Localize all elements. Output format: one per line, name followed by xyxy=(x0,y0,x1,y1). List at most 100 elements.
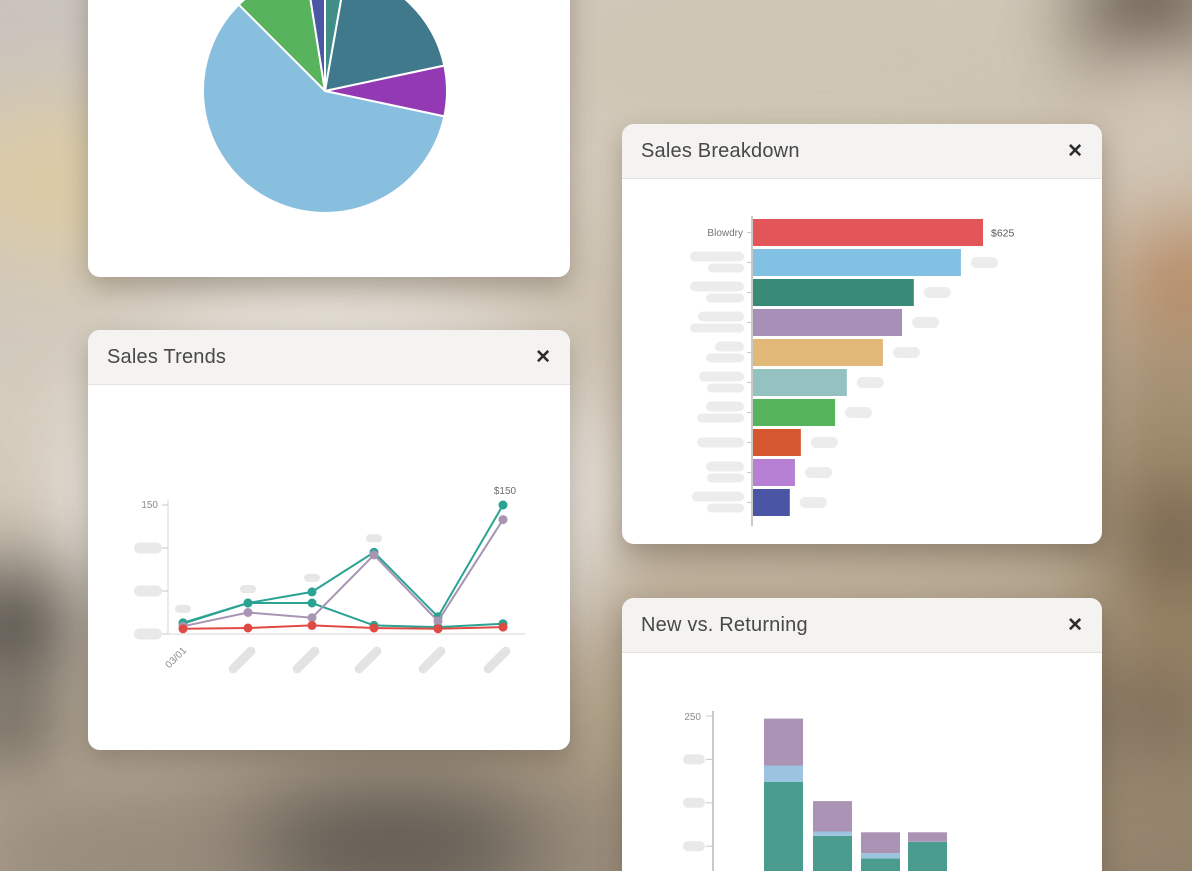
red-series-point[interactable] xyxy=(243,623,253,633)
placeholder-pill xyxy=(683,841,705,852)
x-label-placeholder xyxy=(228,646,256,674)
bar[interactable] xyxy=(753,369,847,396)
purple-series-point[interactable] xyxy=(307,613,317,623)
middle-blue-segment[interactable] xyxy=(813,831,852,836)
placeholder-pill xyxy=(706,401,744,412)
placeholder-pill xyxy=(683,754,705,765)
bar-category-label: Blowdry xyxy=(707,228,743,239)
teal-series-a-point[interactable] xyxy=(307,587,317,597)
placeholder-pill xyxy=(240,585,256,594)
red-series-point[interactable] xyxy=(433,624,443,634)
placeholder-pill xyxy=(715,341,744,352)
teal-series-b-point[interactable] xyxy=(243,598,253,608)
placeholder-pill xyxy=(706,461,744,472)
middle-blue-segment[interactable] xyxy=(764,765,803,783)
red-series-point[interactable] xyxy=(369,623,379,633)
red-series-point[interactable] xyxy=(178,624,188,634)
bar[interactable] xyxy=(753,339,883,366)
placeholder-pill xyxy=(418,646,446,674)
card-title: New vs. Returning xyxy=(641,613,808,636)
y-tick-label: 250 xyxy=(684,712,701,723)
top-purple-segment[interactable] xyxy=(764,718,803,766)
x-label-placeholder xyxy=(354,646,382,674)
purple-series-line xyxy=(182,519,504,628)
bar[interactable] xyxy=(753,399,836,426)
placeholder-pill xyxy=(810,437,838,448)
placeholder-pill xyxy=(708,263,744,273)
x-label-placeholder xyxy=(418,646,446,674)
placeholder-pill xyxy=(304,573,320,582)
bar[interactable] xyxy=(753,219,983,246)
sales-breakdown-header: Sales Breakdown ✕ xyxy=(622,124,1102,179)
red-series-point[interactable] xyxy=(307,620,317,630)
placeholder-pill xyxy=(892,347,920,358)
placeholder-pill xyxy=(856,377,884,388)
placeholder-pill xyxy=(912,317,940,328)
placeholder-pill xyxy=(698,311,744,322)
top-purple-segment[interactable] xyxy=(908,832,947,842)
placeholder-pill xyxy=(799,497,827,508)
point-value-label: $150 xyxy=(494,486,517,497)
placeholder-pill xyxy=(923,287,951,298)
pie-chart[interactable] xyxy=(88,0,570,277)
sales-trends-chart[interactable]: 150 03/01 $150 xyxy=(88,385,570,750)
pie-slice[interactable] xyxy=(306,0,326,92)
close-icon[interactable]: ✕ xyxy=(1067,140,1083,162)
background-blob xyxy=(250,790,540,871)
placeholder-pill xyxy=(292,646,320,674)
placeholder-pill xyxy=(699,371,744,382)
bar[interactable] xyxy=(753,459,795,486)
red-series-point[interactable] xyxy=(498,622,508,632)
placeholder-pill xyxy=(706,293,744,303)
sales-breakdown-chart[interactable]: Blowdry $625 xyxy=(622,179,1102,544)
bottom-teal-segment[interactable] xyxy=(861,858,900,871)
placeholder-pill xyxy=(690,251,744,262)
placeholder-pill xyxy=(228,646,256,674)
bar[interactable] xyxy=(753,309,903,336)
bar[interactable] xyxy=(753,279,914,306)
placeholder-pill xyxy=(175,604,191,613)
placeholder-pill xyxy=(707,383,744,393)
placeholder-pill xyxy=(697,413,744,423)
placeholder-pill xyxy=(706,353,744,363)
new-vs-returning-header: New vs. Returning ✕ xyxy=(622,598,1102,653)
bottom-teal-segment[interactable] xyxy=(813,835,852,871)
purple-series-point[interactable] xyxy=(433,616,443,626)
placeholder-pill xyxy=(804,467,832,478)
teal-series-b-point[interactable] xyxy=(307,598,317,608)
placeholder-pill xyxy=(692,491,744,502)
purple-series-point[interactable] xyxy=(243,608,253,617)
background-blob xyxy=(0,570,70,680)
card-title: Sales Breakdown xyxy=(641,139,800,162)
placeholder-pill xyxy=(690,281,744,292)
red-series-line xyxy=(182,624,504,630)
placeholder-pill xyxy=(970,257,998,268)
top-purple-segment[interactable] xyxy=(813,801,852,832)
pie-slice[interactable] xyxy=(323,0,446,93)
placeholder-pill xyxy=(845,407,873,418)
teal-series-b-line xyxy=(182,602,504,629)
card-title: Sales Trends xyxy=(107,345,227,368)
new-vs-returning-card: New vs. Returning ✕ 250 xyxy=(622,598,1102,871)
purple-series-point[interactable] xyxy=(369,550,379,560)
background-blob xyxy=(1090,40,1192,240)
top-purple-segment[interactable] xyxy=(861,832,900,854)
bar[interactable] xyxy=(753,249,961,276)
pie-chart-card xyxy=(88,0,570,277)
middle-blue-segment[interactable] xyxy=(861,853,900,859)
close-icon[interactable]: ✕ xyxy=(535,346,551,368)
new-vs-returning-chart[interactable]: 250 xyxy=(622,653,1102,871)
placeholder-pill xyxy=(366,534,382,543)
placeholder-pill xyxy=(354,646,382,674)
purple-series-point[interactable] xyxy=(498,515,508,525)
teal-series-a-point[interactable] xyxy=(498,500,508,510)
bar[interactable] xyxy=(753,429,801,456)
placeholder-pill xyxy=(707,503,744,513)
pie-slice[interactable] xyxy=(202,3,446,214)
bar[interactable] xyxy=(753,489,790,516)
placeholder-pill xyxy=(483,646,511,674)
bottom-teal-segment[interactable] xyxy=(908,841,947,871)
close-icon[interactable]: ✕ xyxy=(1067,614,1083,636)
bottom-teal-segment[interactable] xyxy=(764,782,803,871)
